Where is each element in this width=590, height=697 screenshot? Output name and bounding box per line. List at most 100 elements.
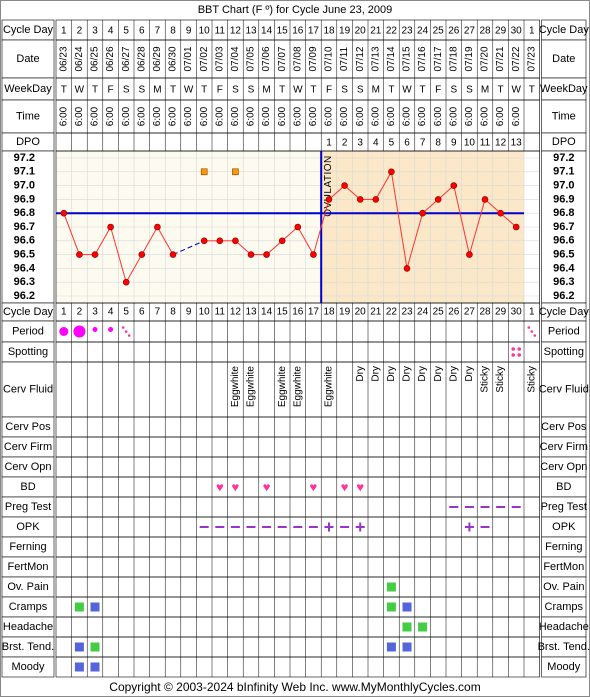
temp-line-segment (235, 240, 252, 255)
row-label-cycle_day: Cycle Day (3, 24, 54, 36)
row-label-cerv_pos: Cerv Pos (5, 421, 51, 433)
weekday-cell: M (372, 85, 380, 96)
date-cell: 07/13 (370, 46, 381, 71)
weekday-cell: T (92, 85, 98, 96)
cycle_day-cell: 8 (170, 26, 176, 37)
cycle-day-cell: 19 (339, 307, 351, 318)
cerv-fluid-cell: Dry (370, 366, 381, 382)
temp-tick-right: 97.2 (553, 152, 574, 164)
weekday-cell: F (108, 85, 114, 96)
row-label-bd: BD (20, 481, 35, 493)
temp-line-segment (110, 226, 127, 283)
temp-tick-right: 97.1 (553, 166, 574, 178)
weekday-cell: S (341, 85, 348, 96)
time-cell: 6:00 (136, 106, 147, 126)
temp-line-segment (156, 226, 174, 255)
period-marker-light (121, 326, 125, 329)
dpo-cell: 8 (435, 138, 441, 149)
time-cell: 6:00 (495, 106, 506, 126)
temp-tick-left: 96.4 (14, 262, 36, 274)
date-cell: 07/02 (199, 46, 210, 71)
date-cell: 07/06 (261, 46, 272, 71)
dpo-cell: 4 (373, 138, 379, 149)
dpo-cell: 9 (451, 138, 457, 149)
weekday-cell: S (248, 85, 255, 96)
cycle_day-cell: 22 (386, 26, 398, 37)
cycle_day-cell: 3 (92, 26, 98, 37)
cycle_day-cell: 24 (417, 26, 429, 37)
time-cell: 6:00 (339, 106, 350, 126)
date-cell: 07/09 (308, 46, 319, 71)
cycle_day-cell: 2 (77, 26, 83, 37)
cycle-day-cell: 29 (495, 307, 507, 318)
date-cell: 06/26 (105, 46, 116, 71)
spotting-marker (511, 353, 515, 357)
row-label-dpo: DPO (16, 136, 40, 148)
temp-tick-right: 96.7 (553, 221, 574, 233)
time-cell: 6:00 (261, 106, 272, 126)
date-cell: 07/21 (495, 46, 506, 71)
dpo-cell: 3 (357, 138, 363, 149)
weekday-cell: T (420, 85, 426, 96)
temp-line-segment (453, 185, 470, 255)
dpo-cell: 2 (342, 138, 348, 149)
temp-tick-left: 96.7 (14, 221, 35, 233)
row-label-box-right (541, 39, 587, 79)
cycle_day-cell: 9 (186, 26, 192, 37)
period-marker-light (124, 330, 128, 333)
cramps-marker (74, 602, 84, 612)
row-border (55, 656, 540, 678)
brst-tend-marker (74, 642, 84, 652)
date-cell: 07/10 (324, 46, 335, 71)
row-label-right-cerv_firm: Cerv Firm (540, 441, 588, 453)
time-cell: 6:00 (308, 106, 319, 126)
temp-tick-left: 97.1 (14, 166, 35, 178)
row-label-box-right (541, 361, 587, 418)
temp-line-segment (63, 213, 80, 255)
cycle_day-cell: 26 (448, 26, 460, 37)
time-cell: 6:00 (152, 106, 163, 126)
cerv-fluid-cell: Eggwhite (324, 366, 335, 408)
weekday-cell: S (123, 85, 130, 96)
cycle-day-cell: 24 (417, 307, 429, 318)
row-label-right-period: Period (548, 325, 580, 337)
brst-tend-marker (90, 642, 100, 652)
cycle-day-cell: 3 (92, 307, 98, 318)
dpo-cell: 1 (326, 138, 332, 149)
row-label-right-cramps: Cramps (545, 601, 584, 613)
cerv-fluid-cell: Dry (402, 366, 413, 382)
temp-point (403, 265, 411, 272)
temp-line-segment (437, 185, 455, 200)
cycle-day-cell: 8 (170, 307, 176, 318)
dpo-cell: 5 (389, 138, 395, 149)
temp-point (76, 251, 83, 258)
temp-line-segment (468, 199, 486, 255)
row-label-right-spotting: Spotting (544, 346, 584, 358)
moody-marker (74, 662, 84, 672)
weekday-cell: M (481, 85, 489, 96)
temp-tick-left: 96.8 (14, 207, 35, 219)
temp-point (263, 251, 270, 258)
cycle_day-cell: 6 (139, 26, 145, 37)
temp-point (216, 237, 224, 245)
row-label-time: Time (16, 110, 40, 122)
cycle-day-cell: 18 (323, 307, 335, 318)
row-label-box (1, 39, 55, 79)
cycle-day-cell: 28 (479, 307, 491, 318)
date-cell: 07/01 (183, 46, 194, 71)
cycle-day-cell: 27 (464, 307, 476, 318)
time-cell: 6:00 (168, 106, 179, 126)
temp-tick-right: 96.3 (553, 276, 574, 288)
temp-line-segment (312, 199, 330, 255)
row-label-right-moody: Moody (547, 661, 581, 673)
row-border (55, 132, 540, 152)
cycle_day-cell: 12 (230, 26, 242, 37)
weekday-cell: T (529, 85, 535, 96)
cramps-marker (386, 602, 396, 612)
weekday-cell: F (326, 85, 332, 96)
cycle-day-cell: 2 (77, 307, 83, 318)
excluded-temp-marker (232, 168, 239, 176)
cycle-day-cell: 23 (401, 307, 413, 318)
cycle_day-cell: 18 (323, 26, 335, 37)
temp-point (107, 223, 114, 231)
